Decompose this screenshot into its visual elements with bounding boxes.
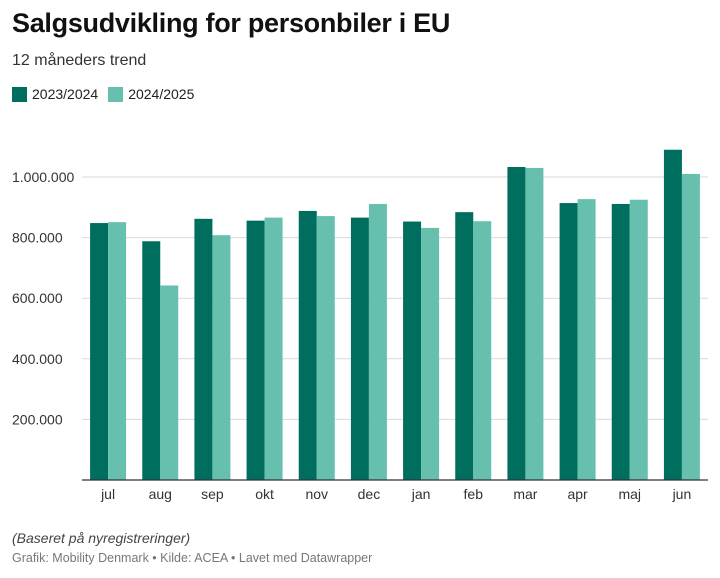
bar-aug-series-2 (160, 285, 179, 480)
bar-jul-series-1 (90, 223, 109, 480)
legend-item-series-1: 2023/2024 (12, 86, 98, 102)
x-tick-label: okt (255, 486, 274, 502)
x-tick-label: jun (672, 486, 692, 502)
legend-label-series-2: 2024/2025 (128, 86, 195, 102)
x-tick-label: apr (567, 486, 588, 502)
legend-label-series-1: 2023/2024 (32, 86, 99, 102)
bar-sep-series-2 (212, 235, 231, 480)
bar-chart: 200.000 400.000 600.000 800.000 1.000.000 jul… (12, 149, 708, 502)
legend-swatch-series-1 (12, 86, 27, 102)
x-tick-label: aug (149, 486, 172, 502)
legend: 2023/2024 2024/2025 (12, 86, 204, 102)
bar-jun-series-1 (663, 149, 682, 481)
y-tick-label: 600.000 (12, 290, 63, 306)
x-tick-label: jul (100, 486, 115, 502)
y-tick-label: 400.000 (12, 351, 63, 367)
y-tick-label: 1.000.000 (12, 169, 74, 185)
bar-jun-series-2 (681, 173, 700, 480)
bar-jan-series-1 (403, 221, 422, 480)
bar-nov-series-2 (316, 216, 335, 480)
y-tick-label: 200.000 (12, 411, 63, 427)
x-tick-label: nov (305, 486, 328, 502)
bar-maj-series-1 (611, 203, 630, 480)
bar-jan-series-2 (421, 227, 440, 480)
bar-okt-series-2 (264, 217, 283, 480)
bar-jul-series-2 (108, 222, 127, 480)
chart-footer: Grafik: Mobility Denmark • Kilde: ACEA •… (12, 551, 373, 565)
bar-apr-series-1 (559, 203, 578, 481)
chart-note: (Baseret på nyregistreringer) (12, 530, 191, 546)
bar-okt-series-1 (246, 220, 265, 480)
bar-nov-series-1 (298, 210, 317, 480)
bar-dec-series-2 (368, 203, 387, 480)
chart-subtitle: 12 måneders trend (12, 52, 147, 69)
legend-item-series-2: 2024/2025 (108, 86, 194, 102)
bar-aug-series-1 (142, 241, 161, 480)
bar-mar-series-1 (507, 167, 526, 480)
x-tick-label: sep (201, 486, 224, 502)
bar-dec-series-1 (350, 217, 369, 480)
legend-swatch-series-2 (108, 86, 124, 102)
x-tick-label: dec (358, 486, 381, 502)
x-tick-label: feb (464, 486, 484, 502)
bar-feb-series-2 (473, 221, 492, 480)
bar-mar-series-2 (525, 167, 544, 480)
y-tick-label: 800.000 (12, 230, 63, 246)
bar-apr-series-2 (577, 199, 596, 480)
bar-sep-series-1 (194, 218, 213, 480)
chart-title: Salgsudvikling for personbiler i EU (12, 8, 451, 38)
x-tick-label: jan (411, 486, 431, 502)
bar-feb-series-1 (455, 212, 474, 480)
x-tick-label: mar (513, 486, 537, 502)
bar-maj-series-2 (629, 199, 648, 480)
x-tick-label: maj (618, 486, 641, 502)
